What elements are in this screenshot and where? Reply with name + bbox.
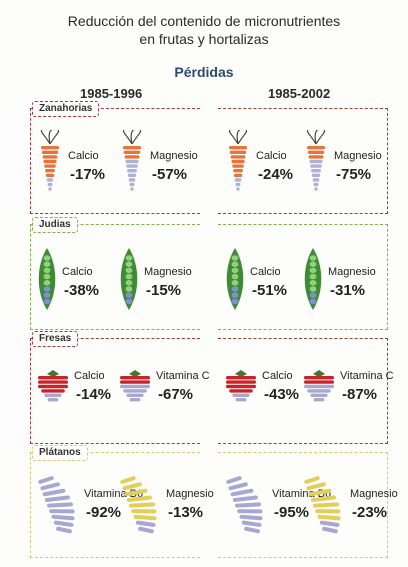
loss-value: -92% <box>86 504 122 521</box>
banana-icon <box>226 476 263 534</box>
banana-icon-wrap <box>36 476 80 539</box>
carrot-icon <box>228 129 248 191</box>
loss-value: -87% <box>342 386 378 403</box>
category-label: Fresas <box>32 331 79 347</box>
strawberry-icon-wrap <box>302 368 336 409</box>
loss-value: -15% <box>146 282 182 299</box>
nutrient-label: Vitamina C <box>340 370 394 382</box>
carrot-icon-wrap <box>118 129 146 199</box>
bean-pod-icon <box>226 248 244 310</box>
nutrient-label: Magnesio <box>150 150 198 162</box>
banana-icon <box>38 476 75 534</box>
loss-value: -17% <box>70 166 106 183</box>
chart-title-line1: Reducción del contenido de micronutrient… <box>67 13 341 29</box>
strawberry-icon <box>38 370 68 402</box>
loss-value: -43% <box>264 386 300 403</box>
category-box-0-1 <box>218 108 388 214</box>
banana-icon <box>120 476 157 534</box>
category-box-3-0 <box>30 452 200 558</box>
loss-value: -13% <box>168 504 204 521</box>
loss-value: -14% <box>76 386 112 403</box>
banana-icon-wrap <box>302 476 346 539</box>
loss-value: -31% <box>330 282 366 299</box>
banana-icon-wrap <box>118 476 162 539</box>
category-label: Plátanos <box>32 445 88 461</box>
period-header-1: 1985-1996 <box>80 86 143 101</box>
carrot-icon <box>306 129 326 191</box>
bean-pod-icon <box>304 248 322 310</box>
loss-value: -57% <box>152 166 188 183</box>
period-header-2: 1985-2002 <box>268 86 331 101</box>
nutrient-label: Vitamina B6 <box>84 488 144 500</box>
bean-pod-icon-wrap <box>36 246 58 317</box>
carrot-icon-wrap <box>224 129 252 199</box>
loss-value: -51% <box>252 282 288 299</box>
chart-subtitle: Pérdidas <box>174 64 234 80</box>
carrot-icon <box>40 129 60 191</box>
category-box-2-1 <box>218 338 388 444</box>
banana-icon-wrap <box>224 476 268 539</box>
bean-pod-icon <box>38 248 56 310</box>
nutrient-label: Magnesio <box>144 266 192 278</box>
category-box-0-0 <box>30 108 200 214</box>
carrot-icon-wrap <box>302 129 330 199</box>
loss-value: -67% <box>158 386 194 403</box>
nutrient-label: Magnesio <box>350 488 398 500</box>
loss-value: -24% <box>258 166 294 183</box>
nutrient-label: Calcio <box>62 266 93 278</box>
category-box-2-0 <box>30 338 200 444</box>
strawberry-icon <box>304 370 334 402</box>
banana-icon <box>304 476 341 534</box>
bean-pod-icon-wrap <box>224 246 246 317</box>
strawberry-icon-wrap <box>224 368 258 409</box>
loss-value: -38% <box>64 282 100 299</box>
bean-pod-icon-wrap <box>302 246 324 317</box>
carrot-icon-wrap <box>36 129 64 199</box>
nutrient-label: Calcio <box>74 370 105 382</box>
chart-title-line2: en frutas y hortalizas <box>139 31 269 47</box>
loss-value: -75% <box>336 166 372 183</box>
strawberry-icon <box>120 370 150 402</box>
strawberry-icon <box>226 370 256 402</box>
carrot-icon <box>122 129 142 191</box>
loss-value: -23% <box>352 504 388 521</box>
nutrient-label: Calcio <box>256 150 287 162</box>
bean-pod-icon-wrap <box>118 246 140 317</box>
bean-pod-icon <box>120 248 138 310</box>
category-box-1-0 <box>30 224 200 330</box>
category-box-3-1 <box>218 452 388 558</box>
nutrient-label: Calcio <box>262 370 293 382</box>
nutrient-label: Vitamina C <box>156 370 210 382</box>
category-label: Zanahorias <box>32 101 100 117</box>
nutrient-label: Vitamina B6 <box>272 488 332 500</box>
nutrient-label: Magnesio <box>328 266 376 278</box>
strawberry-icon-wrap <box>36 368 70 409</box>
nutrient-label: Calcio <box>250 266 281 278</box>
category-box-1-1 <box>218 224 388 330</box>
nutrient-label: Magnesio <box>166 488 214 500</box>
nutrient-label: Magnesio <box>334 150 382 162</box>
loss-value: -95% <box>274 504 310 521</box>
nutrient-label: Calcio <box>68 150 99 162</box>
category-label: Judias <box>32 217 78 233</box>
strawberry-icon-wrap <box>118 368 152 409</box>
